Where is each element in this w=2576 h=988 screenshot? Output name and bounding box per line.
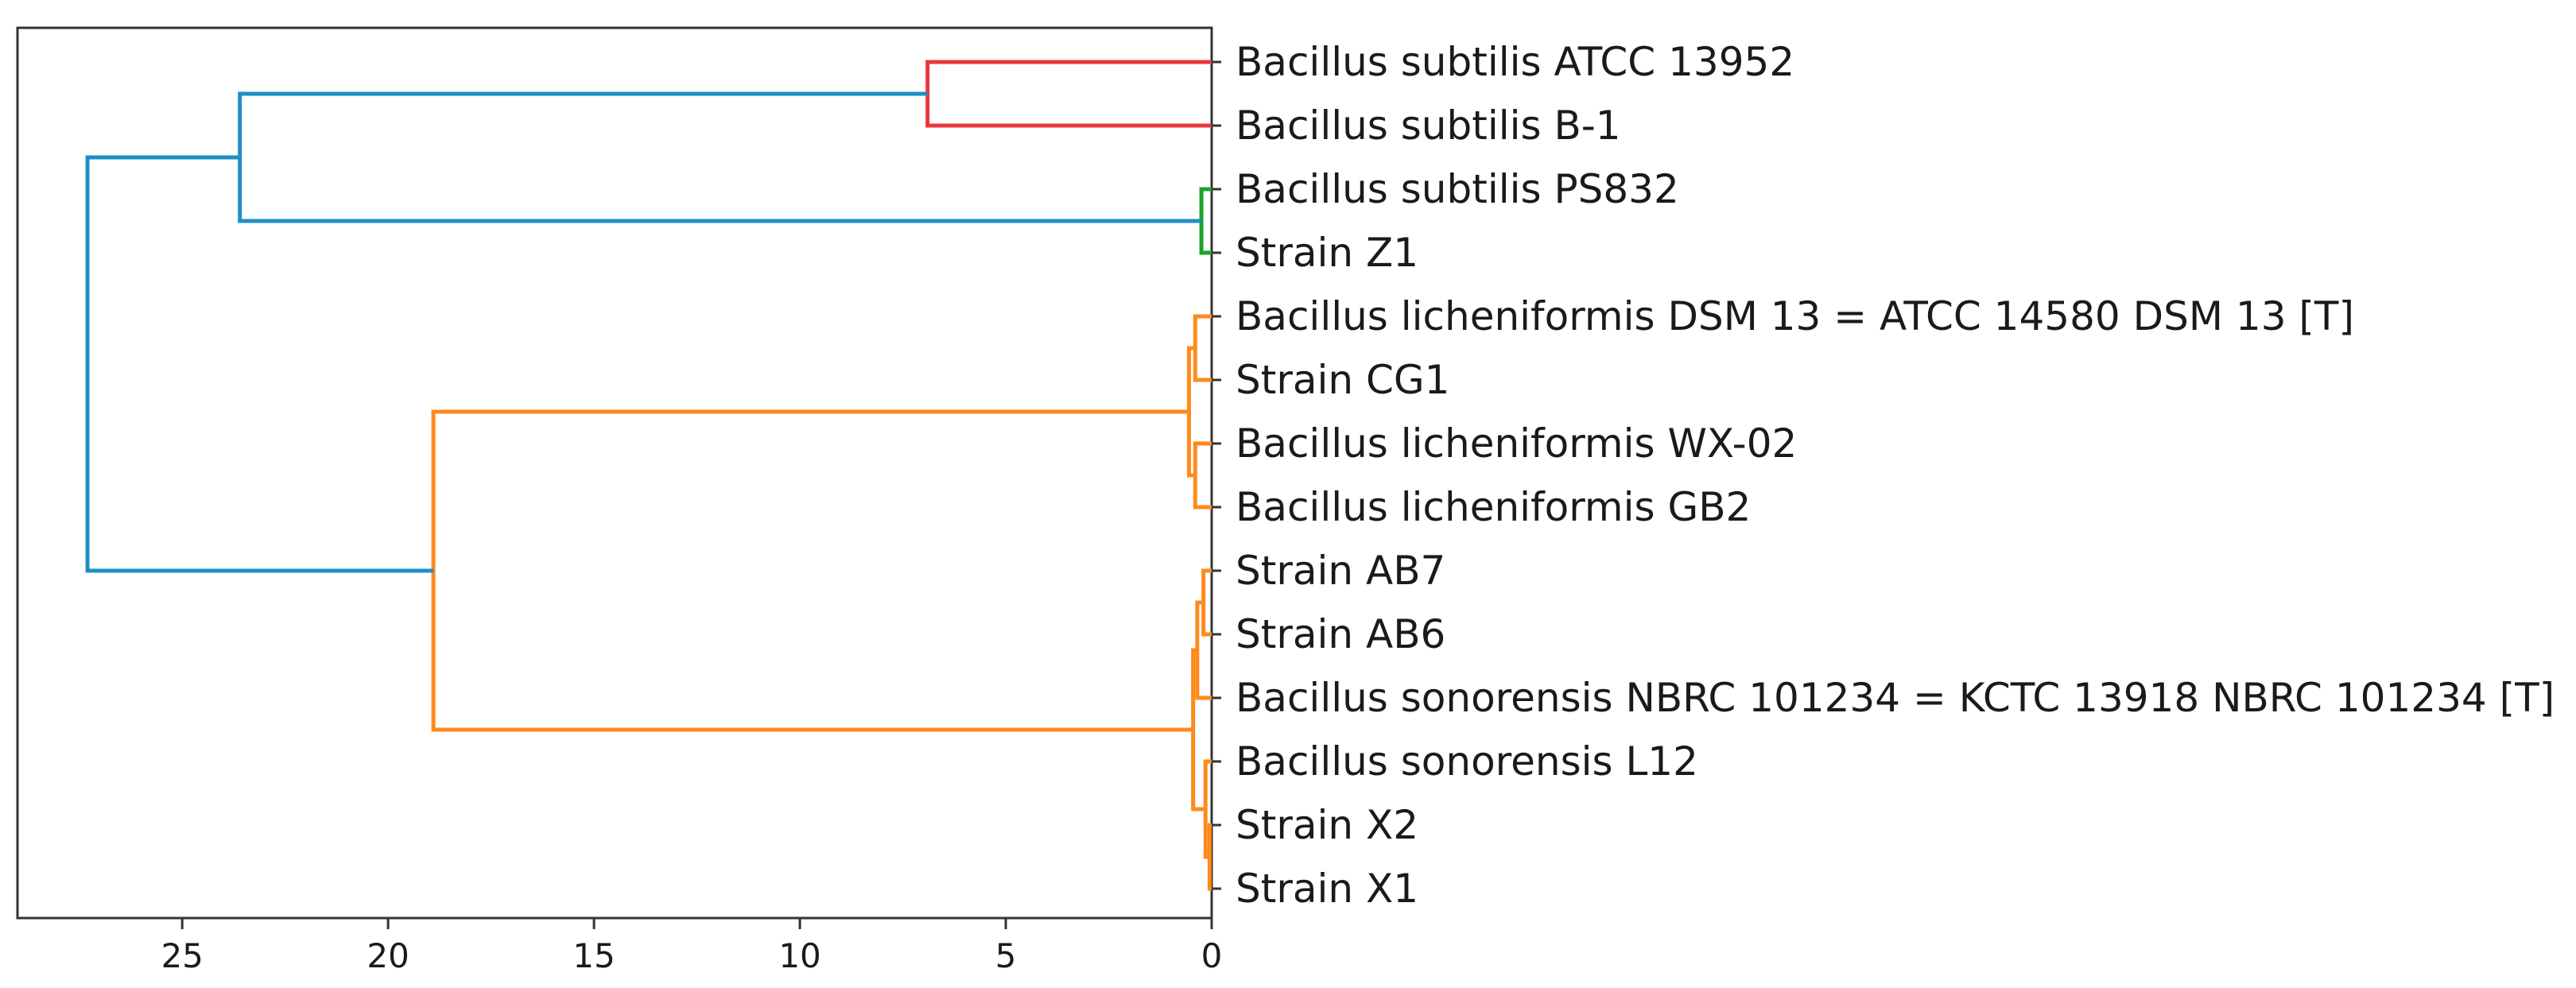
leaf-label: Bacillus licheniformis WX-02 <box>1236 420 1797 467</box>
leaf-label: Strain X2 <box>1236 802 1418 848</box>
branch-n_green <box>1199 187 1212 255</box>
branch-n_x <box>1207 823 1212 891</box>
x-tick-label: 5 <box>995 936 1017 975</box>
leaf-label: Bacillus subtilis PS832 <box>1236 166 1679 212</box>
leaf-label: Bacillus sonorensis NBRC 101234 = KCTC 1… <box>1236 675 2555 721</box>
x-tick-label: 0 <box>1201 936 1223 975</box>
leaf-label: Bacillus subtilis B-1 <box>1236 103 1621 149</box>
branches <box>85 60 1212 891</box>
branch-n_root <box>85 155 434 573</box>
x-tick-label: 20 <box>367 936 409 975</box>
leaf-label: Strain AB7 <box>1236 548 1445 594</box>
branch-n_ab <box>1201 568 1212 637</box>
leaf-labels: Bacillus subtilis ATCC 13952 Bacillus sub… <box>1212 39 2555 912</box>
x-tick-label: 10 <box>778 936 821 975</box>
branch-n_lic2 <box>1193 441 1212 509</box>
plot-frame <box>16 26 1213 920</box>
branch-n_sub <box>238 91 1202 223</box>
leaf-label: Bacillus licheniformis DSM 13 = ATCC 145… <box>1236 293 2354 339</box>
x-axis: 25 20 15 10 5 0 <box>161 918 1222 975</box>
branch-n_lic1 <box>1193 314 1212 382</box>
x-tick-label: 15 <box>572 936 615 975</box>
leaf-label: Bacillus sonorensis L12 <box>1236 738 1698 785</box>
branch-n_orange <box>431 409 1193 732</box>
leaf-label: Strain CG1 <box>1236 357 1449 403</box>
branch-n_red <box>925 60 1212 128</box>
leaf-label: Strain X1 <box>1236 866 1418 912</box>
leaf-label: Bacillus licheniformis GB2 <box>1236 484 1751 530</box>
leaf-label: Bacillus subtilis ATCC 13952 <box>1236 39 1794 85</box>
x-tick-label: 25 <box>161 936 203 975</box>
leaf-label: Strain Z1 <box>1236 230 1418 276</box>
leaf-label: Strain AB6 <box>1236 611 1445 657</box>
